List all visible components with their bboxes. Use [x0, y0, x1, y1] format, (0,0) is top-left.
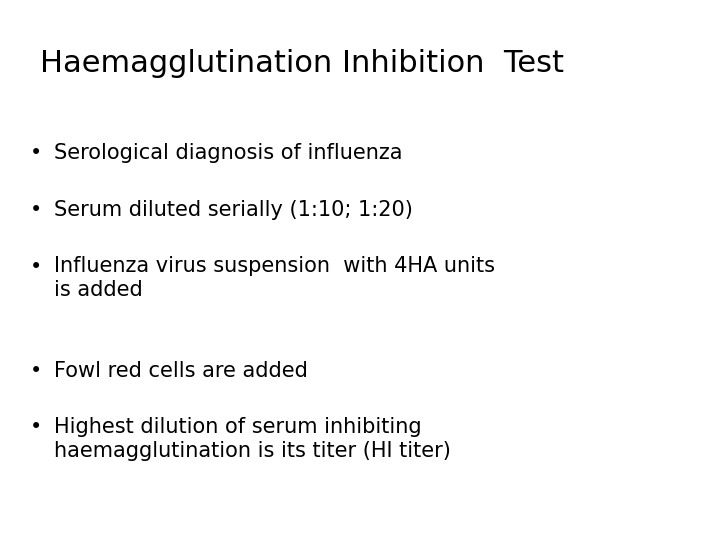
Text: Haemagglutination Inhibition  Test: Haemagglutination Inhibition Test	[40, 49, 564, 78]
Text: Fowl red cells are added: Fowl red cells are added	[54, 361, 308, 381]
Text: •: •	[30, 417, 42, 437]
Text: Serum diluted serially (1:10; 1:20): Serum diluted serially (1:10; 1:20)	[54, 200, 413, 220]
Text: •: •	[30, 361, 42, 381]
Text: Influenza virus suspension  with 4HA units
is added: Influenza virus suspension with 4HA unit…	[54, 256, 495, 300]
Text: Highest dilution of serum inhibiting
haemagglutination is its titer (HI titer): Highest dilution of serum inhibiting hae…	[54, 417, 451, 461]
Text: •: •	[30, 143, 42, 163]
Text: Serological diagnosis of influenza: Serological diagnosis of influenza	[54, 143, 402, 163]
Text: •: •	[30, 200, 42, 220]
Text: •: •	[30, 256, 42, 276]
